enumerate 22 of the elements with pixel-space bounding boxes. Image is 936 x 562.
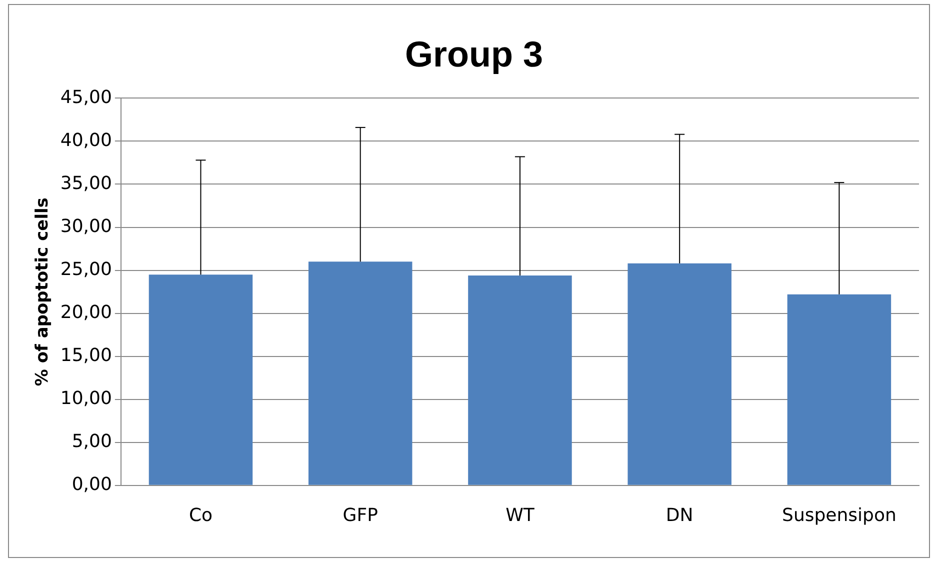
- y-tick-label: 20,00: [60, 302, 112, 323]
- y-axis-title: % of apoptotic cells: [32, 198, 53, 386]
- y-tick-label: 0,00: [72, 474, 112, 496]
- y-tick-label: 5,00: [72, 431, 112, 452]
- y-tick-label: 35,00: [60, 172, 112, 194]
- y-tick-label: 40,00: [60, 130, 112, 151]
- y-tick-label: 10,00: [60, 388, 112, 410]
- bar: [468, 275, 572, 485]
- bar: [787, 294, 892, 485]
- x-tick-label: Suspensipon: [782, 504, 896, 526]
- x-tick-label: GFP: [342, 504, 378, 526]
- x-tick-label: DN: [666, 504, 694, 526]
- chart-title: Group 3: [404, 34, 544, 75]
- y-tick-label: 15,00: [60, 345, 112, 366]
- bar: [628, 263, 732, 485]
- bar: [148, 274, 253, 485]
- y-tick-label: 30,00: [60, 216, 112, 237]
- x-tick-label: Co: [188, 504, 213, 526]
- x-tick-label: WT: [506, 504, 536, 526]
- y-tick-label: 25,00: [60, 258, 112, 280]
- bar: [308, 262, 412, 485]
- y-tick-label: 45,00: [60, 86, 112, 108]
